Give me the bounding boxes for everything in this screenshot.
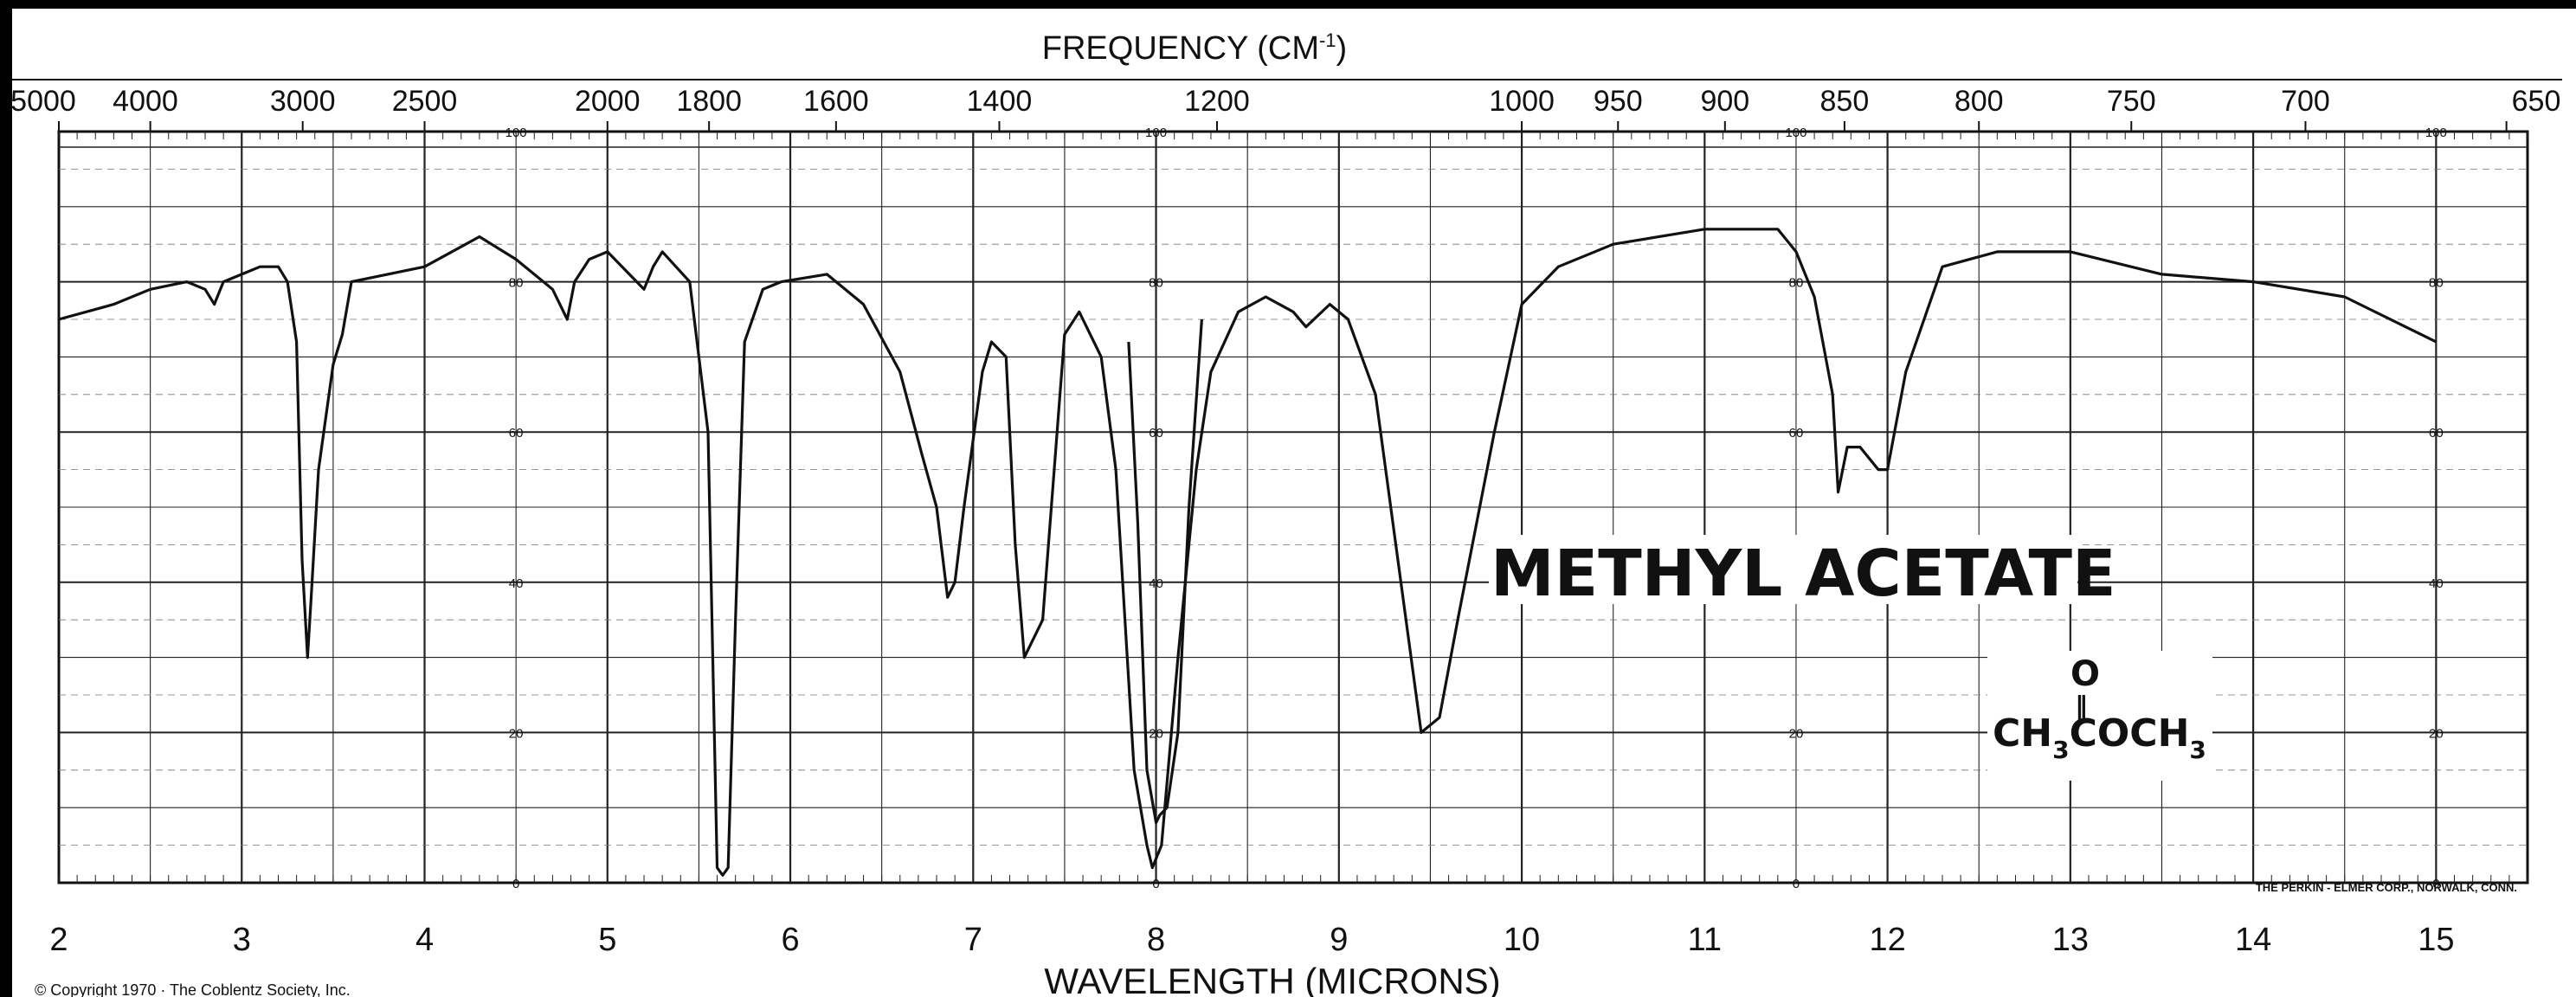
- wavelength-tick-label: 15: [2418, 922, 2454, 958]
- frequency-tick-label: 750: [2107, 85, 2156, 118]
- frequency-tick-label: 1200: [1184, 85, 1250, 118]
- transmittance-tick-label: 100: [1785, 125, 1806, 140]
- wavelength-tick-label: 11: [1688, 922, 1722, 958]
- transmittance-tick-label: 80: [2429, 276, 2444, 291]
- wavelength-tick-label: 10: [1504, 922, 1540, 958]
- frequency-tick-label: 900: [1700, 85, 1749, 118]
- transmittance-tick-label: 60: [1789, 426, 1804, 441]
- wavelength-axis-label: WAVELENGTH (MICRONS): [1044, 961, 1500, 997]
- transmittance-tick-label: 40: [2429, 576, 2444, 591]
- copyright-note: © Copyright 1970 · The Coblentz Society,…: [35, 981, 351, 997]
- frequency-tick-label: 5000: [10, 85, 76, 118]
- title-backing: [1489, 535, 2077, 604]
- frequency-tick-label: 1400: [967, 85, 1033, 118]
- wavelength-tick-labels: 2 3 4 5 6 7 8 9 10 11 12 13 14 15: [49, 922, 2454, 958]
- formula-backing: [1987, 651, 2212, 781]
- wavelength-tick-label: 2: [49, 922, 68, 958]
- frequency-tick-label: 1000: [1489, 85, 1555, 118]
- chart-grid: [12, 79, 2562, 884]
- frequency-tick-label: 1800: [676, 85, 742, 118]
- top-black-bar: [0, 0, 2576, 9]
- transmittance-tick-label: 80: [509, 276, 524, 291]
- frequency-tick-label: 2500: [392, 85, 458, 118]
- manufacturer-credit: THE PERKIN - ELMER CORP., NORWALK, CONN.: [2256, 881, 2517, 894]
- wavelength-tick-label: 9: [1330, 922, 1348, 958]
- transmittance-tick-label: 40: [509, 576, 524, 591]
- frequency-tick-labels: 5000 4000 3000 2500 2000 1800 1600 1400 1200 1000…: [10, 85, 2560, 132]
- transmittance-tick-label: 20: [2429, 726, 2444, 741]
- formula-oxygen: O: [2070, 654, 2100, 694]
- transmittance-tick-label: 80: [1789, 276, 1804, 291]
- formula-text: CH3COCH3: [1993, 711, 2206, 764]
- transmittance-tick-label: 20: [1149, 726, 1163, 741]
- structural-formula: O ‖ CH3COCH3: [1993, 654, 2206, 764]
- spectrum-line-1: [58, 228, 2438, 877]
- wavelength-tick-label: 3: [233, 922, 251, 958]
- frequency-tick-label: 650: [2512, 85, 2561, 118]
- wavelength-tick-label: 5: [598, 922, 616, 958]
- wavelength-tick-label: 6: [781, 922, 799, 958]
- transmittance-tick-label: 0: [512, 877, 519, 891]
- transmittance-tick-label: 0: [1793, 877, 1800, 891]
- transmittance-tick-label: 0: [1152, 877, 1159, 891]
- frequency-tick-label: 850: [1820, 85, 1870, 118]
- transmittance-tick-label: 60: [1149, 426, 1163, 441]
- wavelength-tick-label: 12: [1869, 922, 1905, 958]
- wavelength-tick-label: 7: [964, 922, 982, 958]
- transmittance-tick-label: 20: [1789, 726, 1804, 741]
- transmittance-tick-label: 40: [1149, 576, 1163, 591]
- frequency-tick-label: 2000: [575, 85, 641, 118]
- chart-title: METHYL ACETATE: [1491, 537, 2116, 611]
- wavelength-tick-label: 14: [2235, 922, 2271, 958]
- transmittance-tick-label: 60: [2429, 426, 2444, 441]
- transmittance-tick-label: 0: [2432, 877, 2439, 891]
- transmittance-tick-label: 20: [509, 726, 524, 741]
- frequency-tick-label: 800: [1955, 85, 2004, 118]
- frequency-axis-label: FREQUENCY (CM-1): [1042, 29, 1347, 67]
- formula-double-bond: ‖: [2075, 691, 2088, 722]
- frequency-tick-label: 4000: [113, 85, 178, 118]
- frequency-tick-label: 1600: [803, 85, 869, 118]
- spectrum-series: [58, 228, 2438, 877]
- transmittance-tick-label: 100: [1145, 125, 1167, 140]
- wavelength-tick-label: 8: [1147, 922, 1165, 958]
- frequency-tick-label: 950: [1594, 85, 1643, 118]
- transmittance-tick-label: 100: [2425, 125, 2447, 140]
- frequency-tick-label: 700: [2281, 85, 2330, 118]
- transmittance-tick-label: 60: [509, 426, 524, 441]
- wavelength-tick-label: 13: [2052, 922, 2089, 958]
- wavelength-tick-label: 4: [415, 922, 434, 958]
- transmittance-tick-label: 100: [506, 125, 527, 140]
- left-black-bar: [0, 0, 12, 997]
- frequency-tick-label: 3000: [270, 85, 336, 118]
- transmittance-tick-label: 80: [1149, 276, 1163, 291]
- spectrum-line-2: [1127, 318, 1203, 825]
